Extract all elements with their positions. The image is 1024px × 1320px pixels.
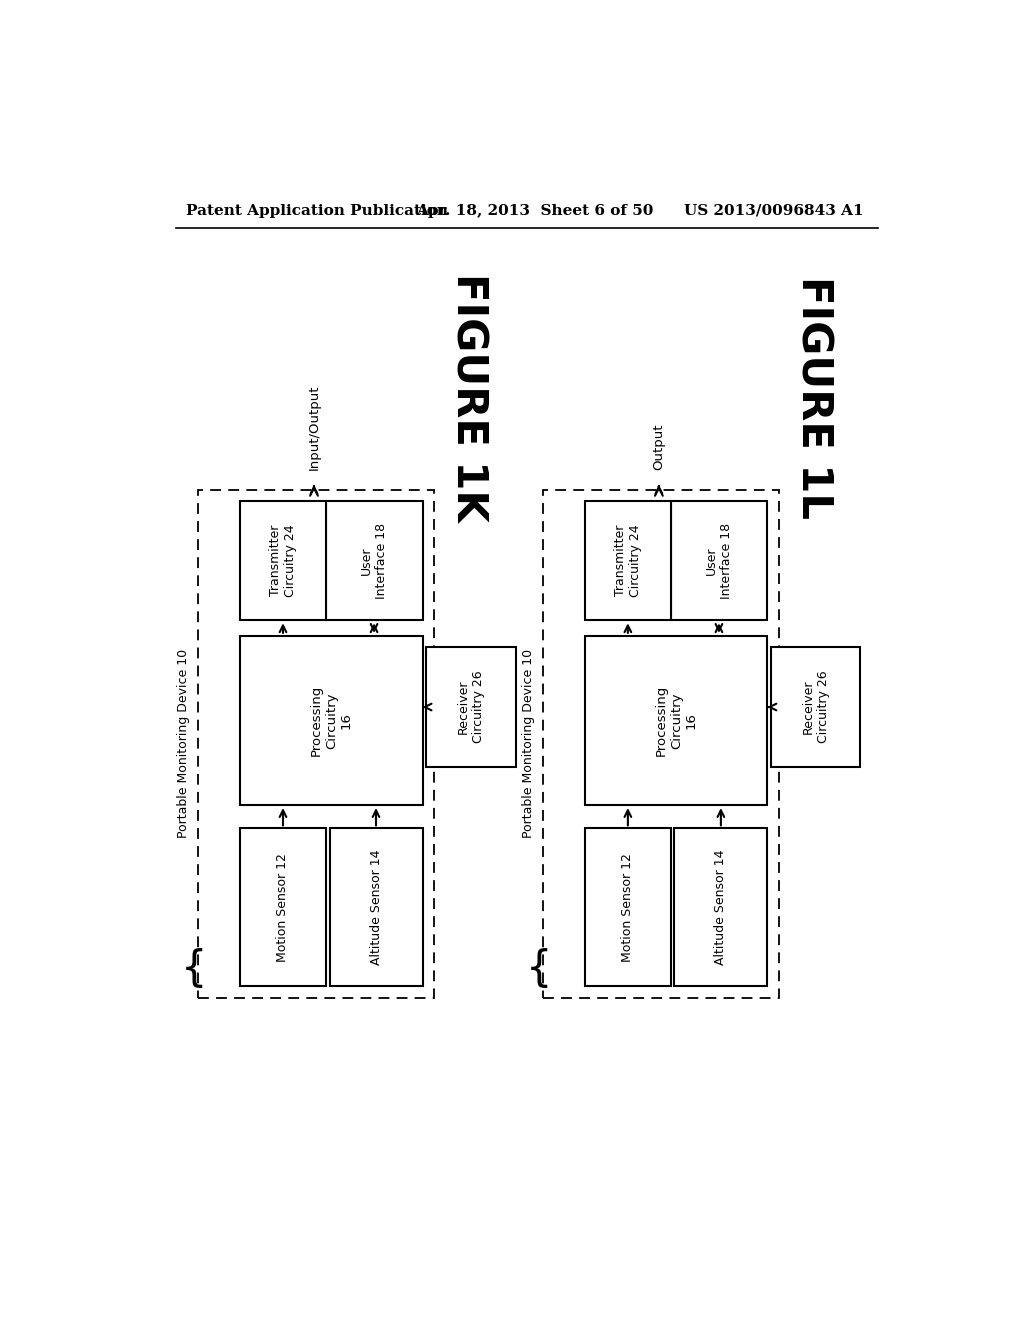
Text: User
Interface 18: User Interface 18 [360, 523, 388, 599]
Text: US 2013/0096843 A1: US 2013/0096843 A1 [684, 203, 864, 218]
Text: FIGURE 1K: FIGURE 1K [449, 273, 490, 521]
Text: Input/Output: Input/Output [307, 384, 321, 470]
Text: Motion Sensor 12: Motion Sensor 12 [622, 853, 635, 962]
Text: FIGURE 1L: FIGURE 1L [793, 276, 835, 519]
Text: Transmitter
Circuitry 24: Transmitter Circuitry 24 [269, 524, 297, 597]
Bar [426, 647, 515, 767]
Text: Portable Monitoring Device 10: Portable Monitoring Device 10 [177, 649, 190, 838]
Bar [671, 502, 767, 620]
Bar [241, 636, 423, 805]
Text: Receiver
Circuitry 26: Receiver Circuitry 26 [802, 671, 829, 743]
Text: Motion Sensor 12: Motion Sensor 12 [276, 853, 290, 962]
Bar [543, 490, 779, 998]
Bar [330, 829, 423, 986]
Text: Transmitter
Circuitry 24: Transmitter Circuitry 24 [613, 524, 642, 597]
Bar [586, 636, 767, 805]
Text: Portable Monitoring Device 10: Portable Monitoring Device 10 [522, 649, 536, 838]
Text: Processing
Circuitry
16: Processing Circuitry 16 [310, 685, 353, 756]
Text: {: { [180, 948, 207, 990]
Bar [198, 490, 434, 998]
Bar [241, 829, 326, 986]
Text: Processing
Circuitry
16: Processing Circuitry 16 [654, 685, 697, 756]
Text: Patent Application Publication: Patent Application Publication [186, 203, 449, 218]
Bar [586, 502, 671, 620]
Bar [771, 647, 860, 767]
Text: Altitude Sensor 14: Altitude Sensor 14 [370, 850, 383, 965]
Bar [675, 829, 767, 986]
Bar [586, 829, 671, 986]
Text: User
Interface 18: User Interface 18 [705, 523, 733, 599]
Text: Receiver
Circuitry 26: Receiver Circuitry 26 [457, 671, 485, 743]
Text: Altitude Sensor 14: Altitude Sensor 14 [715, 850, 727, 965]
Text: Output: Output [652, 424, 666, 470]
Bar [326, 502, 423, 620]
Text: Apr. 18, 2013  Sheet 6 of 50: Apr. 18, 2013 Sheet 6 of 50 [417, 203, 653, 218]
Text: {: { [525, 948, 552, 990]
Bar [241, 502, 326, 620]
